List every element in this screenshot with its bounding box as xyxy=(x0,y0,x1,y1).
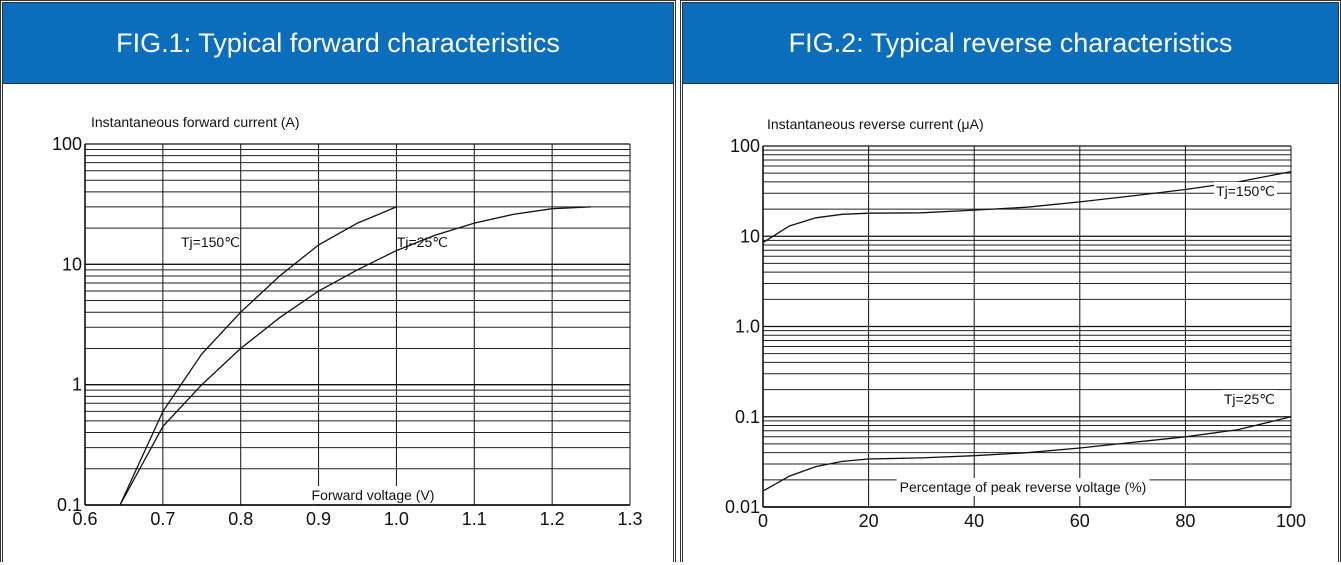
x-tick-label: 1.3 xyxy=(617,509,642,529)
x-tick-label: 0.8 xyxy=(228,509,253,529)
x-tick-label: 1.1 xyxy=(462,509,487,529)
fig2-title: FIG.2: Typical reverse characteristics xyxy=(683,3,1338,84)
y-tick-label: 10 xyxy=(740,226,760,246)
y-tick-label: 100 xyxy=(52,134,82,154)
x-tick-label: 60 xyxy=(1070,511,1090,531)
series-line-1 xyxy=(762,416,1292,492)
y-tick-label: 0.1 xyxy=(57,495,82,515)
series-label-0: Tj=150℃ xyxy=(1216,183,1275,199)
y-axis-label: Instantaneous forward current (A) xyxy=(91,114,300,130)
y-tick-label: 10 xyxy=(62,254,82,274)
x-tick-label: 0.6 xyxy=(72,509,97,529)
x-axis-label: Percentage of peak reverse voltage (%) xyxy=(900,479,1147,495)
y-tick-label: 0.1 xyxy=(735,407,760,427)
fig1-title: FIG.1: Typical forward characteristics xyxy=(3,3,673,84)
fig2-chart: 0 20 40 60 80 100 0.01 0.1 1.0 10 100 Tj=150℃ Tj=25℃… xyxy=(725,116,1306,531)
series-label-0: Tj=150℃ xyxy=(181,234,240,250)
x-tick-label: 0.9 xyxy=(306,509,331,529)
x-tick-label: 100 xyxy=(1276,511,1306,531)
fig1-panel: FIG.1: Typical forward characteristics 0… xyxy=(0,0,676,562)
x-tick-label: 0 xyxy=(758,511,768,531)
series-label-bg xyxy=(1221,390,1277,408)
x-axis-label-bg xyxy=(896,478,1150,496)
series-label-bg xyxy=(1214,182,1277,200)
y-tick-label: 0.01 xyxy=(725,497,760,517)
x-tick-label: 1.2 xyxy=(540,509,565,529)
x-tick-label: 40 xyxy=(964,511,984,531)
x-axis-label-bg xyxy=(308,486,438,504)
y-tick-label: 1 xyxy=(72,375,82,395)
x-tick-label: 1.0 xyxy=(384,509,409,529)
x-tick-label: 80 xyxy=(1175,511,1195,531)
series-line-1 xyxy=(119,206,592,506)
y-tick-label: 100 xyxy=(730,136,760,156)
y-tick-label: 1.0 xyxy=(735,317,760,337)
fig2-panel: FIG.2: Typical reverse characteristics 0… xyxy=(680,0,1341,562)
series-label-1: Tj=25℃ xyxy=(1224,391,1275,407)
series-label-1: Tj=25℃ xyxy=(397,234,448,250)
x-tick-label: 0.7 xyxy=(150,509,175,529)
x-tick-label: 20 xyxy=(859,511,879,531)
fig1-chart: 0.6 0.7 0.8 0.9 1.0 1.1 1.2 1.3 0.1 1 10 100 Tj=150℃… xyxy=(52,114,643,529)
series-line-0 xyxy=(762,170,1292,244)
x-axis-label: Forward voltage (V) xyxy=(312,487,435,503)
y-axis-label: Instantaneous reverse current (μA) xyxy=(767,116,984,132)
series-line-0 xyxy=(119,206,397,506)
